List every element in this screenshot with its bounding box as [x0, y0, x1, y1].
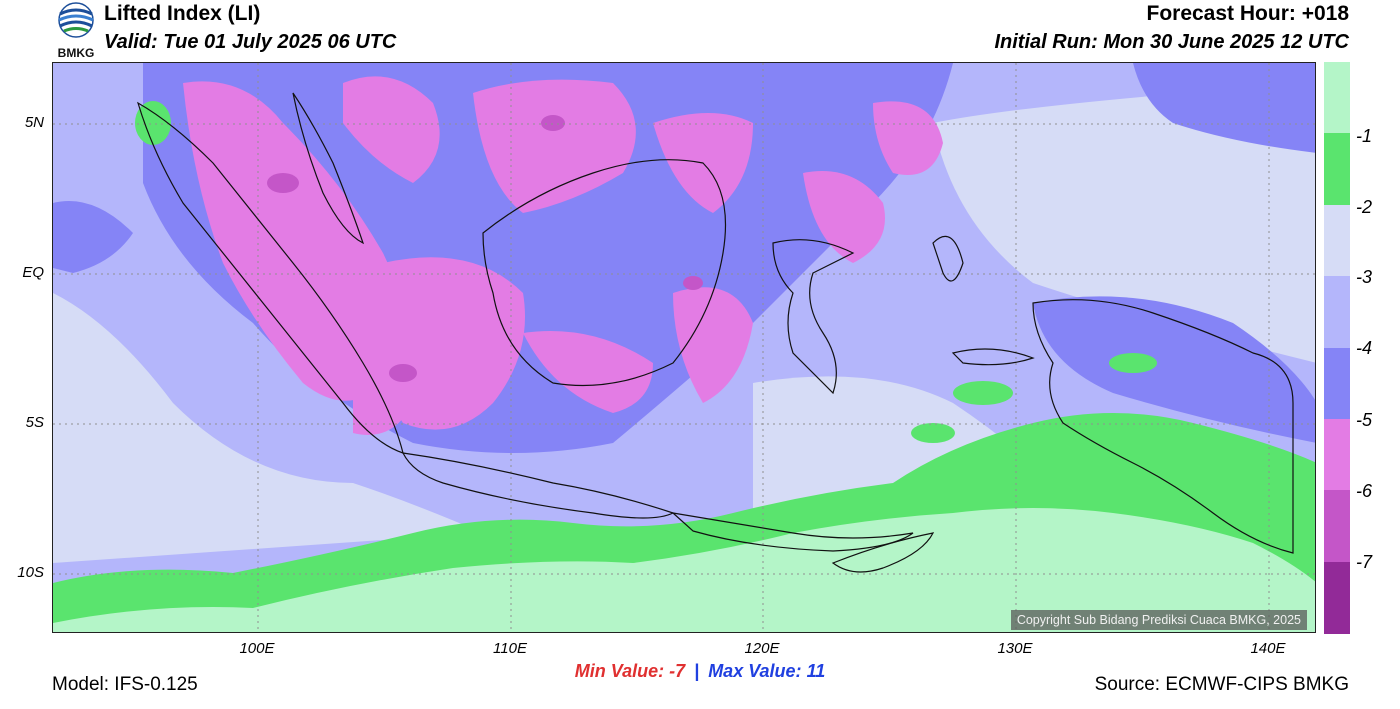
legend-label-3: -3 — [1356, 267, 1373, 287]
legend-label-5: -5 — [1356, 410, 1373, 430]
legend-label-7: -7 — [1356, 552, 1373, 572]
legend-swatch — [1324, 133, 1350, 206]
lat-label-10s: 10S — [17, 564, 44, 581]
min-label: Min Value: — [574, 661, 665, 681]
lon-label-130e: 130E — [997, 640, 1033, 657]
lat-label-5n: 5N — [24, 114, 44, 131]
forecast-hour: Forecast Hour: +018 — [1146, 2, 1350, 25]
copyright-notice: Copyright Sub Bidang Prediksi Cuaca BMKG… — [1010, 610, 1307, 630]
legend-swatch — [1324, 347, 1350, 420]
max-value: 11 — [806, 661, 826, 681]
legend-label-2: -2 — [1356, 197, 1373, 217]
legend-swatch — [1324, 204, 1350, 277]
lon-label-110e: 110E — [493, 640, 527, 657]
map-panel: Copyright Sub Bidang Prediksi Cuaca BMKG… — [52, 62, 1316, 633]
lat-label-5s: 5S — [25, 414, 44, 431]
chart-title: Lifted Index (LI) — [104, 2, 261, 25]
lon-label-120e: 120E — [744, 640, 780, 657]
legend-swatch — [1324, 561, 1350, 634]
initial-run: Initial Run: Mon 30 June 2025 12 UTC — [994, 31, 1349, 53]
min-max-separator: | — [694, 661, 700, 681]
legend-label-1: -1 — [1356, 126, 1373, 146]
bmkg-logo: BMKG — [52, 2, 100, 60]
legend-swatch — [1324, 418, 1350, 491]
legend-label-4: -4 — [1356, 338, 1373, 358]
valid-time: Valid: Tue 01 July 2025 06 UTC — [104, 31, 397, 53]
legend-swatch — [1324, 276, 1350, 348]
max-label: Max Value: — [708, 661, 802, 681]
lat-label-eq: EQ — [22, 264, 44, 281]
min-max-values: Min Value: -7 | Max Value: 11 — [0, 661, 1400, 682]
min-value: -7 — [669, 661, 686, 681]
model-name: Model: IFS-0.125 — [52, 674, 198, 695]
lon-label-100e: 100E — [239, 640, 275, 657]
legend-swatch — [1324, 490, 1350, 563]
color-legend — [1324, 62, 1350, 634]
legend-label-6: -6 — [1356, 481, 1373, 501]
logo-text: BMKG — [58, 46, 95, 60]
legend-swatch — [1324, 62, 1350, 134]
data-source: Source: ECMWF-CIPS BMKG — [1094, 674, 1349, 695]
lon-label-140e: 140E — [1250, 640, 1286, 657]
